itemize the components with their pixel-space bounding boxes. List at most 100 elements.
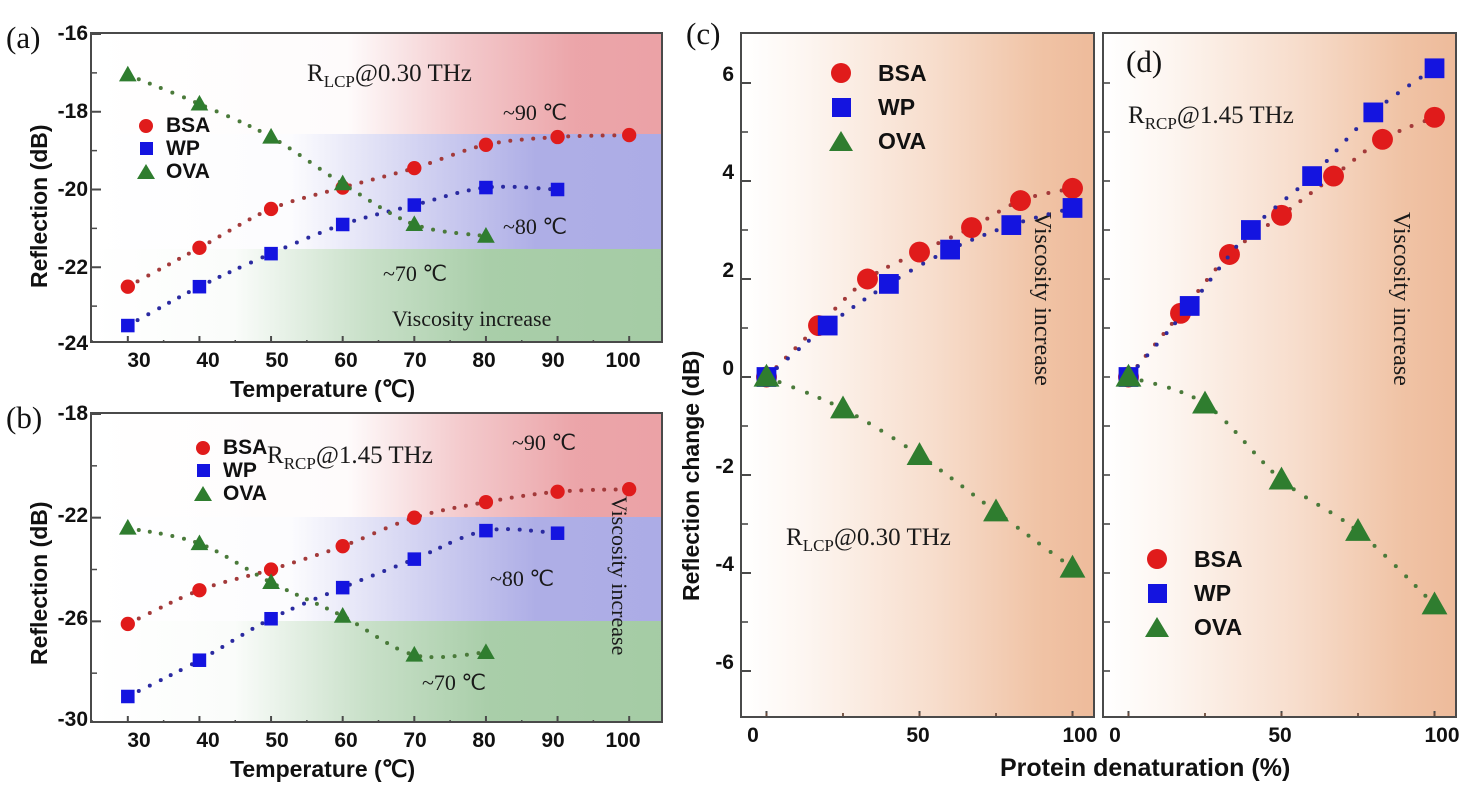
data-point-bsa (263, 562, 279, 577)
data-point-ova (190, 94, 209, 111)
data-point-wp (1302, 166, 1322, 186)
data-point-ova (190, 534, 209, 551)
data-point-bsa (120, 616, 135, 632)
panel-a-legend: BSA WP OVA (135, 114, 210, 183)
data-point-wp (407, 552, 422, 566)
panel-c-ytick-0: 6 (722, 63, 734, 86)
panel-c-ytick-3: 0 (722, 357, 734, 380)
panel-a-ytick-2: -20 (57, 178, 88, 201)
data-point-bsa (1010, 190, 1031, 212)
data-point-bsa (192, 240, 207, 255)
panel-a-data-layer (92, 34, 637, 341)
panel-b-ylabel: Reflection (dB) (26, 501, 52, 665)
data-point-ova (118, 65, 137, 82)
data-point-bsa (622, 482, 637, 497)
panel-d-plot-area: (d) RRCP@1.45 THz Viscosity increase BSA… (1102, 32, 1457, 718)
panel-b-xtick-1: 40 (196, 729, 220, 752)
panel-a-ytick-4: -24 (57, 332, 88, 355)
data-point-wp (1001, 215, 1022, 235)
panel-a-legend-label-ova: OVA (166, 159, 210, 183)
panel-a-viscosity-label: Viscosity increase (392, 306, 552, 331)
data-point-wp (335, 580, 350, 595)
panel-c-xtick-2: 100 (1062, 724, 1098, 747)
panel-a-legend-row-wp: WP (135, 137, 210, 160)
panel-b-data-layer (92, 414, 637, 721)
panel-b-band-red (92, 414, 661, 517)
panel-a-legend-row-bsa: BSA (135, 114, 210, 137)
panel-d-title-annotation: @1.45 THz (1176, 102, 1294, 129)
panel-b-tag: (b) (6, 400, 43, 435)
panel-a-legend-label-wp: WP (166, 136, 200, 160)
panel-b-title: RRCP@1.45 THz (267, 442, 433, 474)
data-point-bsa (263, 201, 279, 217)
panel-c-legend-label-ova: OVA (878, 127, 927, 154)
panel-b-title-sub: RCP (283, 454, 316, 473)
panel-b-title-annotation: @1.45 THz (315, 442, 433, 469)
panel-c-legend-label-bsa: BSA (878, 59, 927, 86)
panel-b-xtick-7: 100 (605, 729, 641, 752)
data-point-bsa (407, 510, 422, 525)
panel-d-tag: (d) (1126, 44, 1163, 79)
data-point-wp (879, 274, 899, 294)
panel-b-legend-label-wp: WP (223, 458, 257, 482)
data-point-bsa (550, 484, 565, 499)
panel-a-xtick-6: 90 (541, 349, 565, 372)
data-point-wp (121, 318, 135, 333)
data-point-bsa (622, 127, 637, 143)
data-point-wp (940, 239, 960, 260)
panel-a-plot-area: RLCP@0.30 THz ~90 ℃ ~80 ℃ ~70 ℃ Viscosit… (90, 32, 663, 343)
data-point-ova (983, 498, 1009, 522)
panel-d-xtick-0: 0 (1109, 724, 1121, 747)
data-point-bsa (1271, 204, 1292, 226)
panel-b-region-70: ~70 ℃ (422, 670, 487, 695)
panel-b-xtick-6: 90 (541, 729, 565, 752)
panel-d-xtick-1: 50 (1268, 724, 1292, 747)
panel-a-region-90: ~90 ℃ (503, 100, 568, 125)
panel-d-title: RRCP@1.45 THz (1128, 102, 1294, 134)
panel-c-ytick-1: 4 (722, 161, 734, 184)
data-point-bsa (909, 241, 930, 263)
data-point-wp (121, 689, 135, 704)
data-point-ova (753, 363, 780, 387)
panel-a-title-annotation: @0.30 THz (354, 60, 472, 87)
panel-a-ylabel: Reflection (dB) (26, 124, 52, 288)
square-marker-icon (1146, 583, 1168, 603)
panel-c-title: RLCP@0.30 THz (786, 524, 951, 556)
data-point-wp (407, 198, 422, 212)
data-point-ova (118, 518, 137, 535)
data-point-ova (1115, 363, 1142, 387)
panel-b-xtick-4: 70 (403, 729, 427, 752)
data-point-wp (550, 182, 565, 197)
panel-b-xlabel: Temperature (℃) (230, 756, 416, 782)
panel-a-xtick-1: 40 (196, 349, 220, 372)
panel-c-plot-area: RLCP@0.30 THz Viscosity increase BSA WP … (740, 32, 1095, 718)
panel-d-legend-row-bsa: BSA (1146, 542, 1243, 576)
data-point-wp (1424, 58, 1445, 79)
panel-a-legend-label-bsa: BSA (166, 113, 211, 137)
data-point-bsa (1323, 165, 1344, 187)
data-point-wp (192, 279, 207, 294)
circle-marker-icon (830, 63, 852, 83)
panel-a-legend-row-ova: OVA (135, 160, 210, 183)
data-point-ova (477, 227, 495, 243)
panel-a-region-70: ~70 ℃ (383, 261, 448, 286)
panel-d-xlabel: Protein denaturation (%) (1000, 754, 1291, 782)
panel-a-xtick-7: 100 (605, 349, 641, 372)
data-point-bsa (1372, 128, 1393, 150)
triangle-marker-icon (829, 131, 853, 151)
data-point-wp (1179, 296, 1200, 316)
triangle-marker-icon (135, 164, 157, 179)
data-point-bsa (961, 217, 982, 238)
data-point-bsa (120, 279, 135, 294)
data-point-bsa (478, 494, 494, 510)
panel-b-plot-area: RRCP@1.45 THz ~90 ℃ ~80 ℃ ~70 ℃ Viscosit… (90, 412, 663, 723)
panel-d-title-prefix: R (1128, 102, 1145, 129)
data-point-wp (817, 315, 838, 336)
data-point-wp (1241, 220, 1261, 240)
triangle-marker-icon (192, 486, 214, 501)
panel-a-region-80: ~80 ℃ (503, 214, 568, 239)
data-point-ova (405, 215, 424, 232)
data-point-wp (1363, 102, 1384, 123)
panel-a-title-sub: LCP (323, 72, 355, 91)
square-marker-icon (192, 464, 214, 477)
